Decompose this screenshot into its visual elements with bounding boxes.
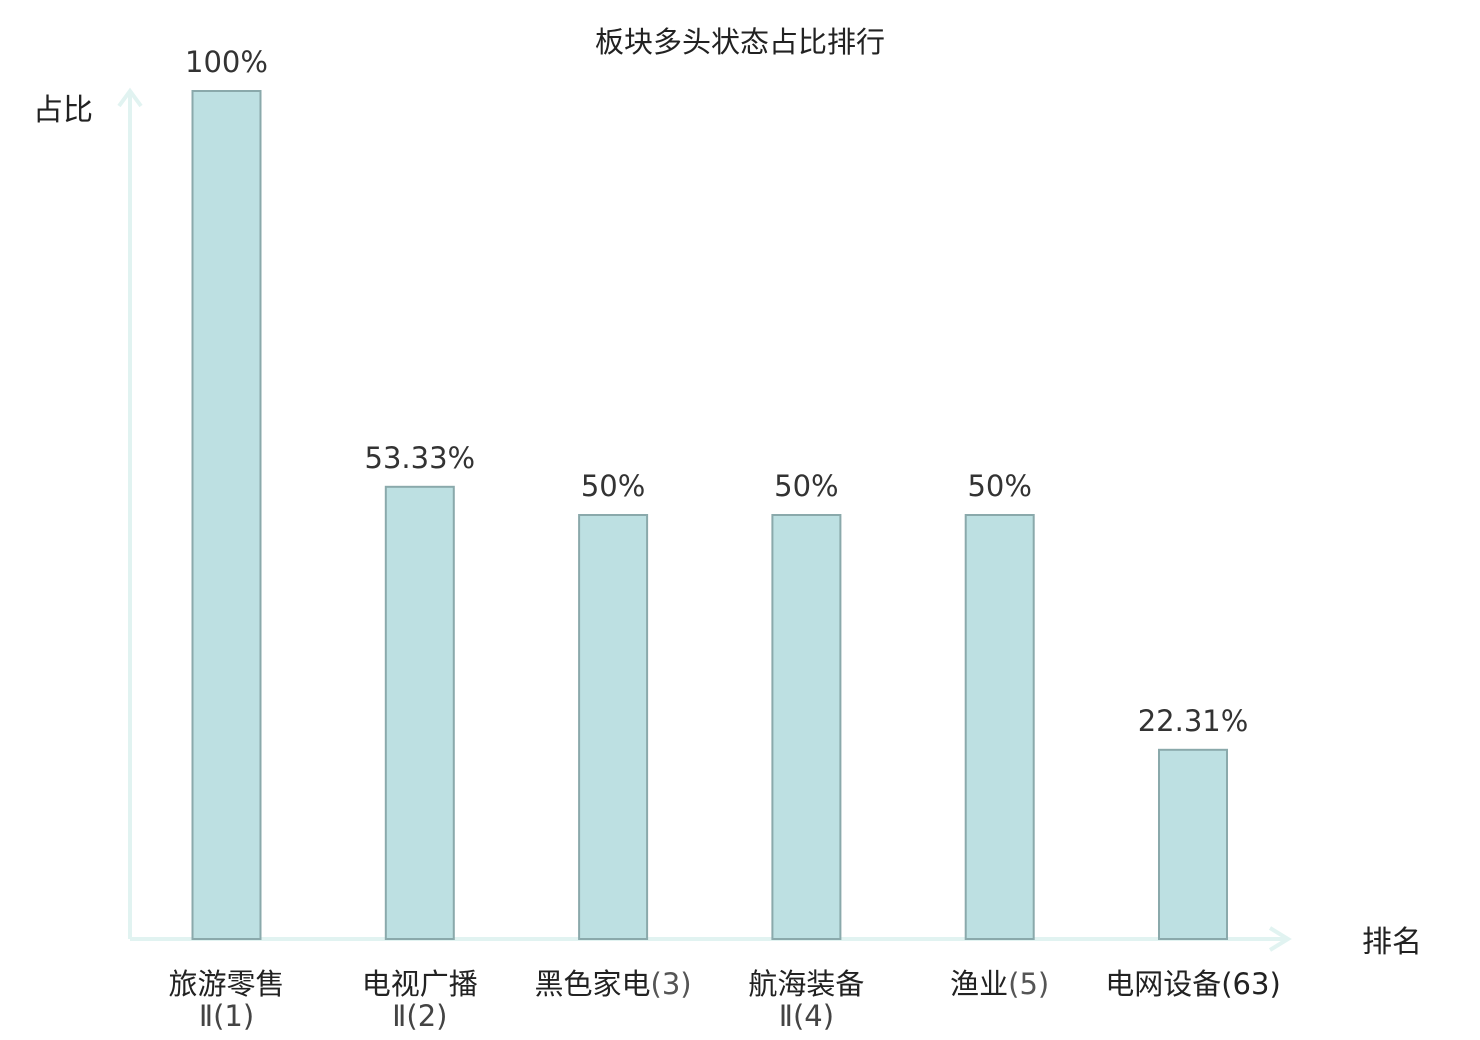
x-tick-label: 旅游零售: [168, 967, 284, 1001]
x-tick-label: 黑色家电(3): [535, 967, 692, 1001]
x-tick-label-line2: Ⅱ(4): [779, 999, 834, 1033]
bar: [771, 514, 842, 940]
bar-value-label: 50%: [774, 469, 838, 503]
bar-value-label: 100%: [185, 45, 268, 79]
x-axis-arrowhead: [1268, 926, 1292, 952]
bars-group: [191, 90, 1228, 940]
bar-value-label: 22.31%: [1138, 704, 1249, 738]
x-tick-label: 渔业(5): [950, 967, 1049, 1001]
x-tick-label: 航海装备: [748, 967, 864, 1001]
y-axis-arrowhead: [117, 87, 143, 108]
value-labels-group: 100% 53.33% 50% 50% 50% 22.31%: [185, 45, 1248, 738]
bar: [578, 514, 649, 940]
bar: [1158, 748, 1228, 940]
chart-title: 板块多头状态占比排行: [595, 25, 885, 59]
bar-value-label: 53.33%: [365, 441, 476, 475]
x-tick-label: 电视广播: [362, 967, 478, 1001]
bar: [191, 90, 262, 940]
y-axis-label: 占比: [33, 93, 93, 128]
bar-value-label: 50%: [581, 469, 645, 503]
x-tick-label: 电网设备(63): [1105, 967, 1281, 1001]
bar: [384, 485, 455, 940]
x-tick-label-line2: Ⅱ(1): [199, 999, 254, 1033]
x-axis-label: 排名: [1362, 925, 1422, 960]
axes: [117, 87, 1292, 952]
bar-value-label: 50%: [967, 469, 1031, 503]
x-tick-label-line2: Ⅱ(2): [392, 999, 447, 1033]
bar: [964, 514, 1035, 940]
